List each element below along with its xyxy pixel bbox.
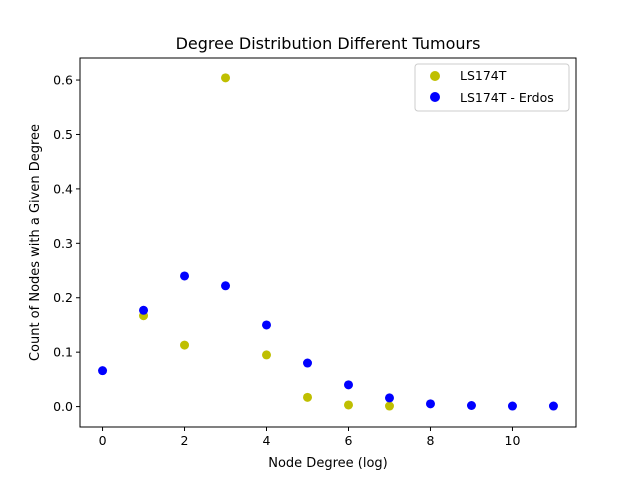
y-axis-label: Count of Nodes with a Given Degree bbox=[28, 124, 43, 361]
legend: LS174T LS174T - Erdos bbox=[414, 63, 570, 112]
legend-box bbox=[414, 63, 570, 112]
legend-label-ls174t-erdos: LS174T - Erdos bbox=[460, 90, 554, 105]
data-point-series-1 bbox=[221, 281, 231, 291]
y-tick-label: 0.4 bbox=[53, 181, 73, 196]
data-point-series-0 bbox=[303, 392, 313, 402]
x-axis-label: Node Degree (log) bbox=[268, 456, 387, 471]
data-points bbox=[98, 73, 558, 411]
legend-label-ls174t: LS174T bbox=[460, 68, 507, 83]
x-tick-label: 0 bbox=[99, 433, 107, 448]
data-point-series-1 bbox=[466, 401, 476, 411]
x-tick-label: 4 bbox=[263, 433, 271, 448]
y-tick-label: 0.3 bbox=[53, 236, 73, 251]
data-point-series-0 bbox=[384, 401, 394, 411]
data-point-series-1 bbox=[139, 305, 149, 315]
data-point-series-1 bbox=[262, 320, 272, 330]
data-point-series-0 bbox=[221, 73, 231, 83]
data-point-series-0 bbox=[262, 350, 272, 360]
data-point-series-1 bbox=[384, 393, 394, 403]
data-point-series-1 bbox=[507, 401, 517, 411]
data-point-series-1 bbox=[425, 399, 435, 409]
x-tick-label: 2 bbox=[181, 433, 189, 448]
data-point-series-1 bbox=[303, 358, 313, 368]
y-tick-label: 0.1 bbox=[53, 345, 73, 360]
data-point-series-1 bbox=[180, 271, 190, 281]
y-tick-label: 0.6 bbox=[53, 73, 73, 88]
x-tick-label: 8 bbox=[427, 433, 435, 448]
y-tick-label: 0.5 bbox=[53, 127, 73, 142]
data-point-series-0 bbox=[343, 400, 353, 410]
x-tick-label: 6 bbox=[345, 433, 353, 448]
legend-marker-ls174t bbox=[430, 71, 440, 81]
y-tick-label: 0.2 bbox=[53, 290, 73, 305]
axis-ticks: 0 2 4 6 8 10 0.0 0.1 0.2 0.3 0.4 0.5 0.6 bbox=[53, 73, 520, 448]
data-point-series-0 bbox=[180, 340, 190, 350]
data-point-series-1 bbox=[343, 380, 353, 390]
x-tick-label: 10 bbox=[505, 433, 521, 448]
plot-frame bbox=[79, 57, 577, 428]
legend-marker-ls174t-erdos bbox=[430, 92, 440, 102]
y-tick-label: 0.0 bbox=[53, 399, 73, 414]
data-point-series-1 bbox=[548, 401, 558, 411]
chart-title: Degree Distribution Different Tumours bbox=[176, 34, 481, 53]
data-point-series-1 bbox=[98, 366, 108, 376]
